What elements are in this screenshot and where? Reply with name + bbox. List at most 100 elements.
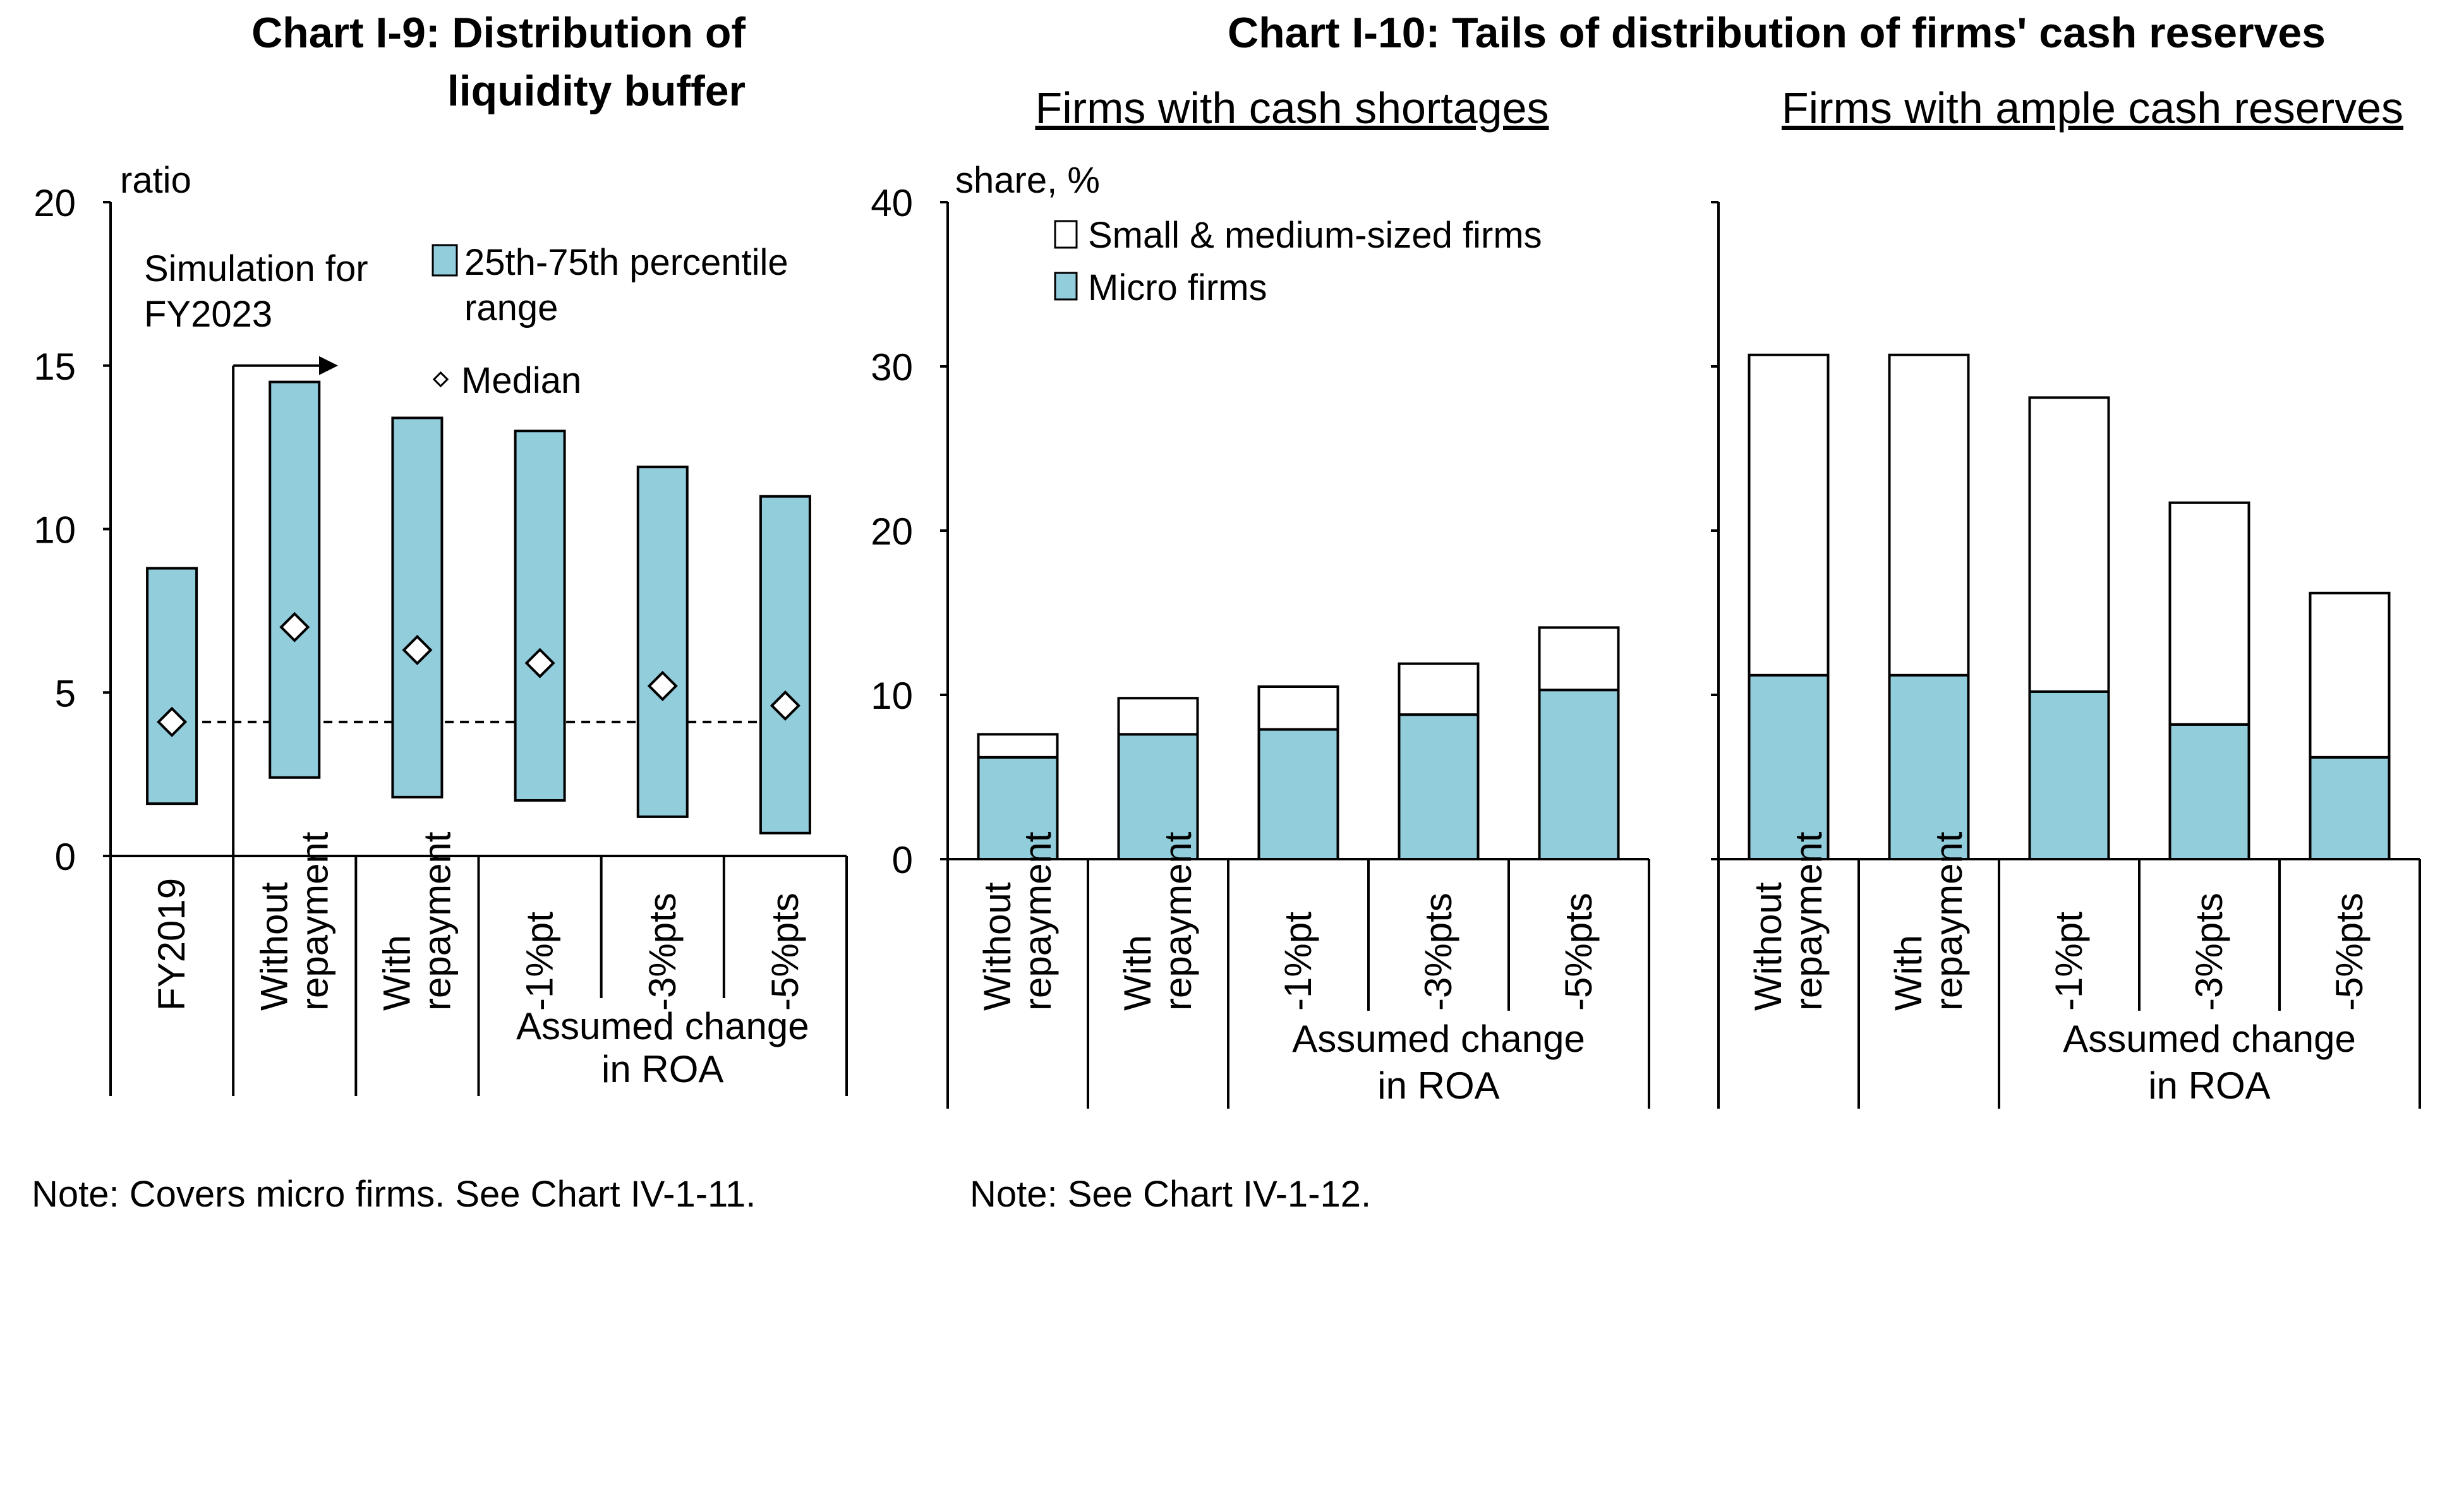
bar-sme-firms [977, 733, 1059, 759]
x-category-label: -5%pts [764, 893, 806, 1011]
y-tick-label: 20 [33, 182, 76, 224]
legend-swatch-sme [1054, 220, 1078, 249]
group-label-roa-line: in ROA [601, 1048, 723, 1090]
simulation-arrow-head [319, 356, 338, 375]
bar-micro-firms [1748, 673, 1830, 861]
chart-i9: Chart I-9: Distribution of liquidity buff… [32, 9, 848, 1215]
x-category-label: With [375, 935, 418, 1011]
range-bar [636, 466, 689, 818]
bar-micro-firms [2168, 723, 2250, 861]
bar-sme-firms [1748, 353, 1830, 677]
range-bar [391, 416, 444, 798]
x-category-label-group: FY2019 [150, 878, 193, 1011]
group-label-roa-line: in ROA [1377, 1064, 1499, 1107]
median-marker [157, 706, 188, 737]
x-category-label: FY2019 [150, 878, 193, 1011]
group-label-roa-line: Assumed change [516, 1005, 809, 1047]
x-category-label: -3%pts [1417, 893, 1459, 1011]
y-axis-label: ratio [120, 160, 191, 201]
legend-label-range-line: 25th-75th percentile [464, 242, 788, 283]
x-category-label: -5%pts [1557, 893, 1600, 1011]
legend-label-micro: Micro firms [1088, 267, 1267, 308]
chart-note: Note: See Chart IV-1-12. [970, 1174, 1371, 1215]
bar-sme-firms [1257, 685, 1339, 731]
y-tick-label: 15 [33, 346, 76, 388]
x-category-label: repayment [293, 831, 335, 1011]
x-category-label: -3%pts [641, 893, 684, 1011]
median-marker [279, 611, 310, 642]
x-category-label: Without [253, 882, 295, 1011]
x-category-label: repayment [1017, 831, 1059, 1011]
range-bar [146, 567, 198, 805]
median-marker [770, 690, 800, 721]
x-category-label-group: -1%pt [1277, 912, 1319, 1011]
bar-sme-firms [2309, 591, 2391, 759]
x-category-label-group: -1%pt [519, 912, 561, 1011]
legend-label-median: Median [461, 360, 581, 401]
bar-micro-firms [2309, 756, 2391, 861]
y-tick-label: 5 [55, 672, 76, 714]
x-category-label-group: -5%pts [2328, 893, 2370, 1011]
chart-note: Note: Covers micro firms. See Chart IV-1… [32, 1174, 756, 1215]
chart-title-line: Chart I-9: Distribution of [251, 9, 746, 57]
y-tick-label: 20 [871, 510, 913, 553]
simulation-label-line: FY2023 [144, 294, 272, 335]
x-category-label-group: -1%pt [2048, 912, 2090, 1011]
range-bar [514, 430, 566, 802]
bar-micro-firms [1257, 728, 1339, 860]
group-label-roa: Assumed change in ROA [1292, 1018, 1585, 1107]
x-category-label: -1%pt [2048, 912, 2090, 1011]
x-category-label: Without [976, 882, 1018, 1011]
chart-title: Chart I-9: Distribution of liquidity buff… [251, 9, 746, 115]
median-marker [647, 670, 678, 701]
x-category-label: repayment [1787, 831, 1830, 1011]
y-tick-label: 0 [55, 836, 76, 878]
panel-ample-cash: Firms with ample cash reserves Withoutrep… [1711, 83, 2421, 1109]
x-category-label-group: -5%pts [764, 893, 806, 1011]
group-label-roa: Assumed change in ROA [516, 1005, 809, 1090]
bar-sme-firms [1538, 626, 1620, 692]
chart-i10: Chart I-10: Tails of distribution of fir… [871, 9, 2421, 1215]
legend-label-range: 25th-75th percentile range [464, 242, 788, 328]
group-label-roa-line: Assumed change [1292, 1018, 1585, 1060]
bar-micro-firms [1117, 733, 1199, 861]
x-category-label: repayment [1157, 831, 1199, 1011]
chart-title: Chart I-10: Tails of distribution of fir… [1228, 9, 2326, 57]
x-category-label-group: -3%pts [1417, 893, 1459, 1011]
group-label-roa: Assumed change in ROA [2063, 1018, 2356, 1107]
y-tick-label: 10 [871, 675, 913, 717]
panel-cash-shortages: Firms with cash shortagesWithoutrepaymen… [940, 83, 1650, 1109]
legend-swatch-range [432, 244, 458, 277]
legend-swatch-micro [1054, 272, 1078, 301]
range-bar [759, 495, 811, 834]
x-category-label: repayment [416, 831, 458, 1011]
x-category-label-group: -3%pts [641, 893, 684, 1011]
simulation-label-line: Simulation for [144, 248, 368, 289]
bar-micro-firms [1398, 713, 1480, 860]
y-tick-label: 10 [33, 509, 76, 551]
x-category-label: -1%pt [1277, 912, 1319, 1011]
x-category-label-group: -5%pts [1557, 893, 1600, 1011]
range-bar [269, 380, 321, 779]
x-category-label: -1%pt [519, 912, 561, 1011]
y-axis-label: share, % [955, 160, 1100, 201]
panel-subtitle: Firms with cash shortages [1035, 83, 1549, 133]
bar-micro-firms [1538, 689, 1620, 860]
panel-subtitle: Firms with ample cash reserves [1782, 83, 2403, 133]
x-category-label-group: -3%pts [2188, 893, 2230, 1011]
legend-marker-median [432, 371, 449, 388]
x-category-label: -3%pts [2188, 893, 2230, 1011]
y-tick-label: 40 [871, 182, 913, 224]
x-category-label: -5%pts [2328, 893, 2370, 1011]
bar-sme-firms [1398, 662, 1480, 716]
x-category-label: repayment [1928, 831, 1970, 1011]
x-category-label: With [1116, 935, 1159, 1011]
simulation-label: Simulation for FY2023 [144, 248, 368, 335]
group-label-roa-line: in ROA [2148, 1064, 2270, 1107]
